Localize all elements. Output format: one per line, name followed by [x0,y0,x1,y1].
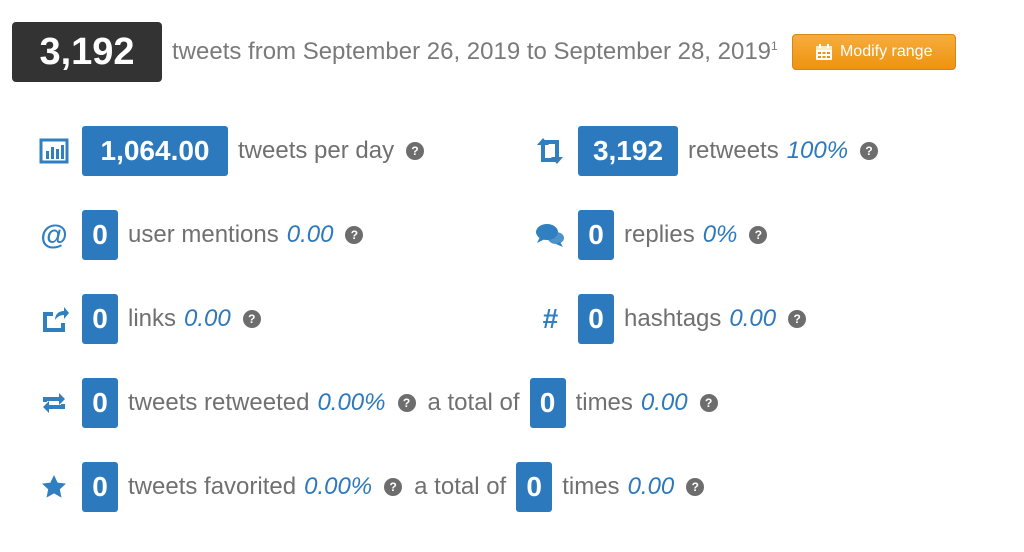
footnote-marker: 1 [771,39,778,53]
tweets-favorited-label: tweets favorited [128,473,297,500]
help-icon[interactable]: ? [242,310,261,328]
help-icon[interactable]: ? [384,478,403,496]
stat-tweets-per-day: 1,064.00 tweets per day ? [36,126,425,176]
tweets-per-day-label: tweets per day [238,137,395,164]
retweeted-total-value: 0 [529,378,566,428]
help-icon[interactable]: ? [749,226,768,244]
retweet-arrows-icon [36,385,72,421]
retweeted-times-value: 0.00 [640,389,688,416]
retweeted-total-label: a total of [427,389,520,416]
favorited-times-value: 0.00 [627,473,675,500]
bar-chart-icon [36,133,72,169]
help-icon[interactable]: ? [699,394,718,412]
hashtags-value: 0 [578,294,614,344]
stat-tweets-favorited: 0 tweets favorited 0.00% ? a total of 0 … [36,462,705,512]
help-icon[interactable]: ? [860,142,879,160]
favorited-total-value: 0 [516,462,553,512]
replies-value: 0 [578,210,614,260]
stat-links: 0 links 0.00 ? [36,294,261,344]
stat-retweets: 3,192 retweets 100% ? [532,126,879,176]
retweets-value: 3,192 [578,126,678,176]
tweets-retweeted-value: 0 [82,378,118,428]
hashtags-ratio: 0.00 [729,305,777,332]
modify-range-button[interactable]: Modify range [791,34,956,70]
help-icon[interactable]: ? [397,394,416,412]
share-link-icon [36,301,72,337]
favorited-times-label: times [562,473,620,500]
links-label: links [128,305,177,332]
hashtag-icon: # [542,303,558,334]
calendar-icon [815,44,832,60]
date-range-text: tweets from September 26, 2019 to Septem… [172,38,778,66]
star-icon [36,469,72,505]
date-range-label: tweets from September 26, 2019 to Septem… [172,38,772,65]
hashtags-label: hashtags [624,305,722,332]
replies-percent: 0% [702,221,738,248]
help-icon[interactable]: ? [406,142,425,160]
stat-replies: 0 replies 0% ? [532,210,768,260]
tweets-favorited-value: 0 [82,462,118,512]
tweets-retweeted-percent: 0.00% [317,389,386,416]
total-tweets-count: 3,192 [12,22,162,82]
summary-header: 3,192 tweets from September 26, 2019 to … [12,22,956,82]
retweeted-times-label: times [575,389,633,416]
help-icon[interactable]: ? [345,226,364,244]
speech-bubbles-icon [532,217,568,253]
user-mentions-value: 0 [82,210,118,260]
stat-user-mentions: @ 0 user mentions 0.00 ? [36,210,364,260]
help-icon[interactable]: ? [788,310,807,328]
retweet-icon [532,133,568,169]
retweets-percent: 100% [786,137,849,164]
modify-range-label: Modify range [839,43,933,60]
retweets-label: retweets [688,137,779,164]
links-ratio: 0.00 [184,305,231,332]
tweets-per-day-value: 1,064.00 [82,126,228,176]
user-mentions-ratio: 0.00 [286,221,334,248]
replies-label: replies [624,221,695,248]
favorited-total-label: a total of [414,473,507,500]
tweets-favorited-percent: 0.00% [304,473,373,500]
at-icon: @ [40,219,68,250]
stat-hashtags: # 0 hashtags 0.00 ? [532,294,807,344]
stat-tweets-retweeted: 0 tweets retweeted 0.00% ? a total of 0 … [36,378,718,428]
help-icon[interactable]: ? [686,478,705,496]
user-mentions-label: user mentions [128,221,279,248]
tweets-retweeted-label: tweets retweeted [128,389,310,416]
links-value: 0 [82,294,118,344]
